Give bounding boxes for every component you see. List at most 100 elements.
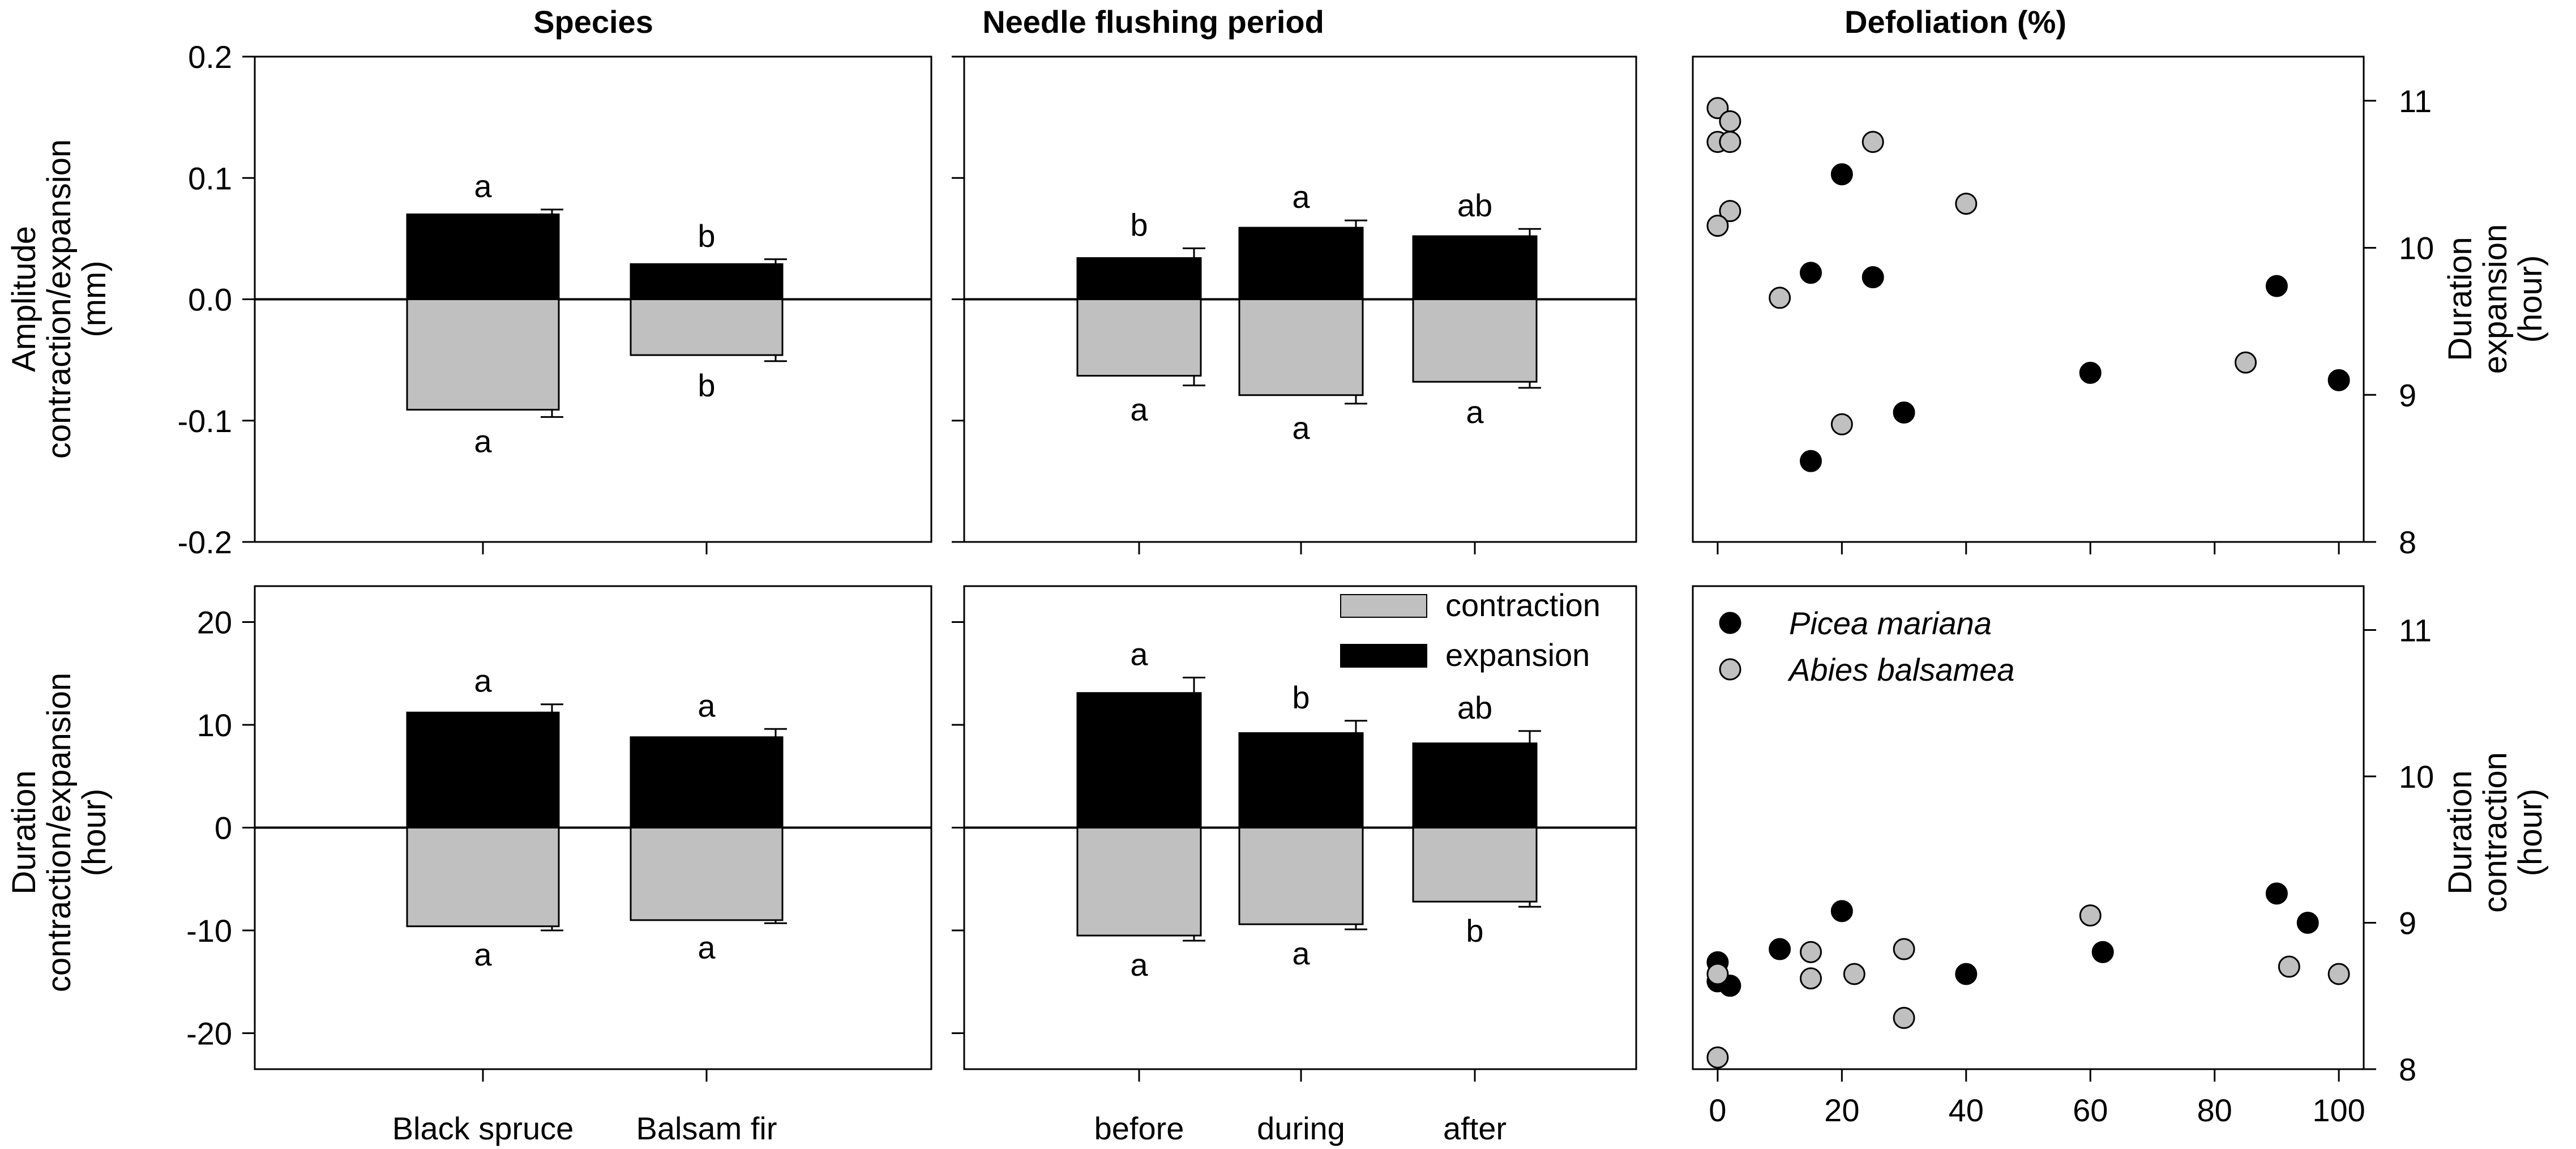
y-tick-label: 0.1 <box>188 160 232 196</box>
significance-letter: b <box>698 368 715 403</box>
bar-contraction <box>1076 827 1202 937</box>
category-label: Black spruce <box>392 1110 574 1146</box>
species-legend: Picea mariana Abies balsamea <box>1719 605 2014 687</box>
bar-contraction <box>630 827 784 921</box>
point-picea <box>1830 900 1853 922</box>
plot-frame <box>1692 55 2365 543</box>
point-picea <box>1893 401 1915 424</box>
significance-letter: b <box>1466 913 1483 949</box>
x-tick-label: 20 <box>1824 1092 1859 1128</box>
point-abies <box>2235 351 2257 374</box>
y-tick-label: 11 <box>2399 83 2432 119</box>
x-tick-label: 100 <box>2312 1092 2365 1128</box>
bar-expansion <box>630 263 784 300</box>
bar-expansion <box>630 736 784 828</box>
plot-frame <box>1692 585 2365 1070</box>
bar-expansion <box>406 711 560 829</box>
row-label-duration-line3: (hour) <box>76 789 113 877</box>
significance-letter: a <box>1130 392 1148 428</box>
significance-letter: ab <box>1457 187 1492 223</box>
point-abies <box>1719 131 1741 153</box>
bar-expansion <box>1238 732 1364 828</box>
point-abies <box>1799 967 1822 990</box>
bar-contraction <box>1238 827 1364 925</box>
right-label-contraction: Duration contraction (hour) <box>2442 752 2549 913</box>
legend-marker-picea <box>1719 612 1741 634</box>
right-label-contraction-line1: Duration <box>2442 770 2479 894</box>
right-label-contraction-line3: (hour) <box>2512 789 2549 877</box>
category-label: during <box>1257 1110 1345 1146</box>
row-label-duration-line1: Duration <box>6 770 42 894</box>
point-abies <box>2327 963 2350 985</box>
bar-expansion <box>1412 235 1538 300</box>
significance-letter: a <box>474 423 492 459</box>
row-label-amplitude-line1: Amplitude <box>6 226 42 372</box>
legend-label-contraction: contraction <box>1445 587 1601 623</box>
significance-letter: a <box>698 687 716 723</box>
point-abies <box>1799 941 1822 963</box>
bar-contraction <box>1412 298 1538 383</box>
y-tick-label: 0.2 <box>188 39 232 75</box>
point-picea <box>1799 450 1822 472</box>
bar-contraction <box>406 827 560 928</box>
row-label-amplitude-line2: contraction/expansion <box>41 139 78 459</box>
point-abies <box>1955 193 1978 215</box>
significance-letter: a <box>698 929 716 965</box>
point-abies <box>2079 904 2102 927</box>
bar-contraction <box>1238 298 1364 396</box>
bar-expansion <box>1076 257 1202 300</box>
bar-contraction <box>1412 827 1538 903</box>
y-tick-label: 0 <box>215 810 232 846</box>
category-label: before <box>1094 1110 1184 1146</box>
significance-letter: a <box>1466 394 1484 430</box>
y-tick-label: 8 <box>2399 1052 2416 1087</box>
point-abies <box>1830 413 1853 435</box>
x-tick-label: 80 <box>2197 1092 2232 1128</box>
point-picea <box>1769 938 1791 960</box>
significance-letter: a <box>1292 936 1310 971</box>
point-picea <box>2327 369 2350 391</box>
bar-expansion <box>1238 227 1364 300</box>
point-picea <box>2265 275 2288 297</box>
legend-swatch-contraction <box>1340 594 1427 618</box>
row-label-amplitude: Amplitude contraction/expansion (mm) <box>6 139 113 459</box>
x-tick-label: 60 <box>2073 1092 2108 1128</box>
category-label: Balsam fir <box>636 1110 777 1146</box>
significance-letter: a <box>1292 410 1310 446</box>
significance-letter: a <box>474 168 492 204</box>
point-picea <box>1955 963 1978 985</box>
bar-expansion <box>406 213 560 300</box>
y-tick-label: 8 <box>2399 524 2416 560</box>
x-tick-label: 40 <box>1949 1092 1984 1128</box>
point-picea <box>1830 163 1853 186</box>
point-abies <box>1706 963 1729 985</box>
y-tick-label: -0.1 <box>178 403 233 439</box>
point-abies <box>1719 200 1741 223</box>
significance-letter: a <box>1130 947 1148 983</box>
point-abies <box>1893 1007 1915 1030</box>
y-tick-label: -20 <box>186 1015 232 1051</box>
right-label-expansion-line1: Duration <box>2442 237 2479 361</box>
bar-contraction <box>1076 298 1202 377</box>
y-tick-label: 10 <box>197 707 232 743</box>
significance-letter: b <box>698 218 715 254</box>
legend-label-picea: Picea mariana <box>1789 605 1992 641</box>
point-picea <box>2296 912 2319 934</box>
bar-contraction <box>406 298 560 411</box>
significance-letter: b <box>1292 680 1310 715</box>
y-tick-label: 10 <box>2399 230 2434 266</box>
point-abies <box>1862 131 1884 153</box>
point-abies <box>1893 938 1915 960</box>
significance-letter: a <box>1130 637 1148 672</box>
bar-expansion <box>1076 692 1202 828</box>
point-picea <box>1862 266 1884 289</box>
category-label: after <box>1443 1110 1507 1146</box>
point-abies <box>1719 110 1741 133</box>
row-label-duration: Duration contraction/expansion (hour) <box>6 673 113 992</box>
legend-label-expansion: expansion <box>1445 637 1590 673</box>
point-abies <box>1706 1046 1729 1069</box>
legend-marker-abies <box>1719 658 1741 681</box>
point-picea <box>2091 941 2114 963</box>
